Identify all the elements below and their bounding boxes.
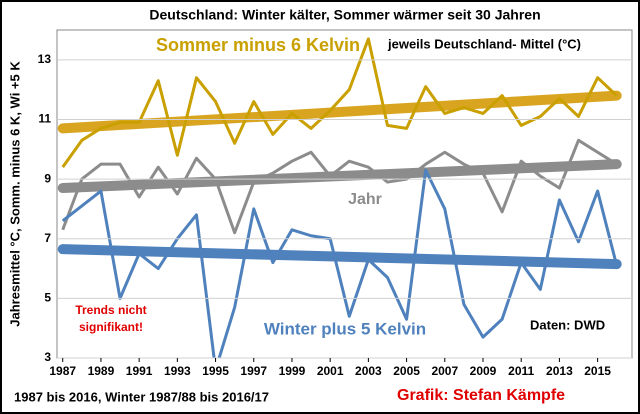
y-tick-label: 13 — [38, 52, 52, 66]
series-label: Jahr — [348, 191, 382, 208]
trend-note: signifikant! — [79, 320, 143, 334]
footer-left: 1987 bis 2016, Winter 1987/88 bis 2016/1… — [14, 389, 269, 404]
footer-right: Grafik: Stefan Kämpfe — [397, 387, 565, 404]
x-tick-label: 2009 — [470, 364, 497, 378]
x-tick-label: 2005 — [393, 364, 420, 378]
x-tick-label: 1991 — [126, 364, 153, 378]
x-tick-label: 1999 — [279, 364, 306, 378]
x-tick-label: 1987 — [49, 364, 76, 378]
plot — [57, 37, 622, 358]
y-tick-label: 3 — [44, 350, 51, 364]
x-tick-label: 2003 — [355, 364, 382, 378]
trend-line — [57, 90, 622, 134]
series-line — [61, 168, 619, 358]
x-tick-label: 2015 — [584, 364, 611, 378]
series-label: Sommer minus 6 Kelvin — [156, 35, 360, 55]
y-axis-label: Jahresmittel °C, Somm. minus 6 K, Wi +5 … — [7, 61, 22, 327]
trend-line — [57, 159, 622, 194]
x-tick-label: 2007 — [431, 364, 458, 378]
trend-line — [57, 244, 622, 270]
x-tick-label: 1993 — [164, 364, 191, 378]
x-tick-label: 1989 — [88, 364, 115, 378]
series-line — [61, 37, 618, 169]
y-tick-label: 9 — [44, 171, 51, 185]
x-tick-label: 2001 — [317, 364, 344, 378]
x-tick-label: 1997 — [240, 364, 267, 378]
chart-title: Deutschland: Winter kälter, Sommer wärme… — [149, 7, 540, 23]
y-tick-label: 5 — [44, 291, 51, 305]
series-label: Winter plus 5 Kelvin — [264, 319, 426, 338]
note: jeweils Deutschland- Mittel (°C) — [387, 36, 581, 51]
y-tick-label: 11 — [38, 112, 51, 126]
source: Daten: DWD — [530, 317, 605, 332]
x-tick-label: 2011 — [508, 364, 534, 378]
y-tick-label: 7 — [44, 231, 51, 245]
x-tick-label: 1995 — [202, 364, 229, 378]
x-tick-label: 2013 — [546, 364, 573, 378]
series-line — [61, 138, 618, 235]
trend-note: Trends nicht — [75, 303, 146, 317]
